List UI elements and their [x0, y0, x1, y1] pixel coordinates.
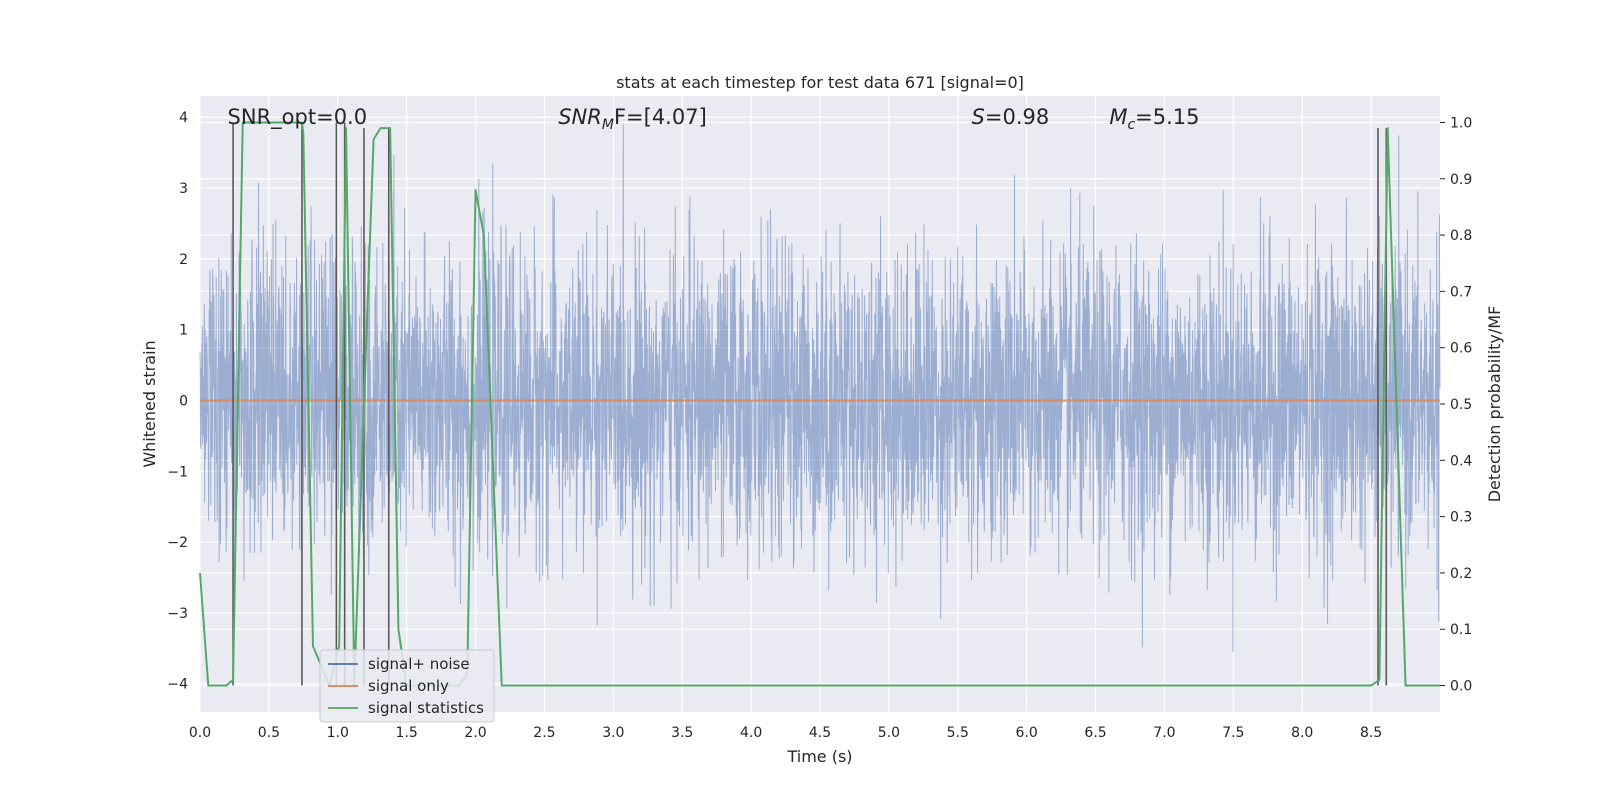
y-axis-ticks-left: −4 −3 −2 −1 0 1 2 3 4	[167, 110, 188, 692]
stat-annotation: SNR_opt=0.0	[228, 105, 368, 130]
x-tick-label: 1.5	[396, 725, 418, 741]
x-axis-ticks: 0.0 0.5 1.0 1.5 2.0 2.5 3.0 3.5 4.0 4.5 5.0 5.5 6.0 6…	[189, 725, 1382, 741]
y-tick-label: −2	[167, 535, 188, 551]
y-tick-label-right: 0.6	[1450, 341, 1472, 357]
legend-label-signal-statistics: signal statistics	[368, 699, 484, 717]
x-tick-label: 7.0	[1153, 725, 1175, 741]
x-tick-label: 0.0	[189, 725, 211, 741]
y-axis-ticks-right: 0.0 0.1 0.2 0.3 0.4 0.5 0.6 0.7 0.8 0.9 1.0	[1440, 115, 1472, 695]
x-tick-label: 4.0	[740, 725, 762, 741]
y-tick-label: 3	[179, 181, 188, 197]
x-tick-label: 6.5	[1084, 725, 1106, 741]
x-tick-label: 8.0	[1291, 725, 1313, 741]
y-tick-label-right: 0.8	[1450, 228, 1472, 244]
y-tick-label-right: 0.3	[1450, 510, 1472, 526]
y-tick-label-right: 0.9	[1450, 172, 1472, 188]
x-tick-label: 0.5	[258, 725, 280, 741]
x-tick-label: 1.0	[327, 725, 349, 741]
y-axis-label-right: Detection probability/MF	[1485, 306, 1504, 503]
legend-label-signal-noise: signal+ noise	[368, 655, 470, 673]
x-tick-label: 2.5	[533, 725, 555, 741]
x-tick-label: 5.0	[878, 725, 900, 741]
x-axis-label: Time (s)	[786, 747, 852, 766]
signal-statistics-series	[199, 121, 1440, 687]
y-tick-label-right: 0.0	[1450, 679, 1472, 695]
legend-box	[319, 649, 495, 723]
signal-statistics-line	[199, 121, 1440, 687]
signal-plus-noise-series	[199, 124, 1441, 652]
legend: signal+ noise signal only signal statist…	[319, 649, 495, 723]
x-tick-label: 2.0	[464, 725, 486, 741]
stat-annotation: Mc=5.15	[1109, 105, 1199, 133]
y-tick-label-right: 0.7	[1450, 284, 1472, 300]
signal-noise-line	[199, 124, 1441, 652]
x-tick-label: 4.5	[809, 725, 831, 741]
y-tick-label-right: 0.1	[1450, 622, 1472, 638]
chart-title: stats at each timestep for test data 671…	[616, 73, 1024, 92]
stat-annotation: S=0.98	[972, 105, 1050, 129]
y-tick-label: −1	[167, 464, 188, 480]
y-tick-label: 2	[179, 252, 188, 268]
y-axis-label-left: Whitened strain	[140, 340, 159, 467]
y-tick-label-right: 0.5	[1450, 397, 1472, 413]
y-tick-label-right: 1.0	[1450, 115, 1472, 131]
y-tick-label: 0	[179, 393, 188, 409]
stat-annotation: SNRMF=[4.07]	[558, 105, 707, 133]
legend-label-signal-only: signal only	[368, 677, 449, 695]
y-tick-label: −3	[167, 606, 188, 622]
x-tick-label: 5.5	[947, 725, 969, 741]
x-tick-label: 7.5	[1222, 725, 1244, 741]
y-tick-label-right: 0.2	[1450, 566, 1472, 582]
x-tick-label: 6.0	[1016, 725, 1038, 741]
x-tick-label: 8.5	[1360, 725, 1382, 741]
x-tick-label: 3.5	[671, 725, 693, 741]
x-tick-label: 3.0	[602, 725, 624, 741]
y-tick-label: −4	[167, 677, 188, 693]
annotations: SNR_opt=0.0 SNRMF=[4.07] S=0.98 Mc=5.15	[228, 105, 1200, 133]
y-tick-label: 4	[179, 110, 188, 126]
y-tick-label: 1	[179, 323, 188, 339]
y-tick-label-right: 0.4	[1450, 453, 1472, 469]
